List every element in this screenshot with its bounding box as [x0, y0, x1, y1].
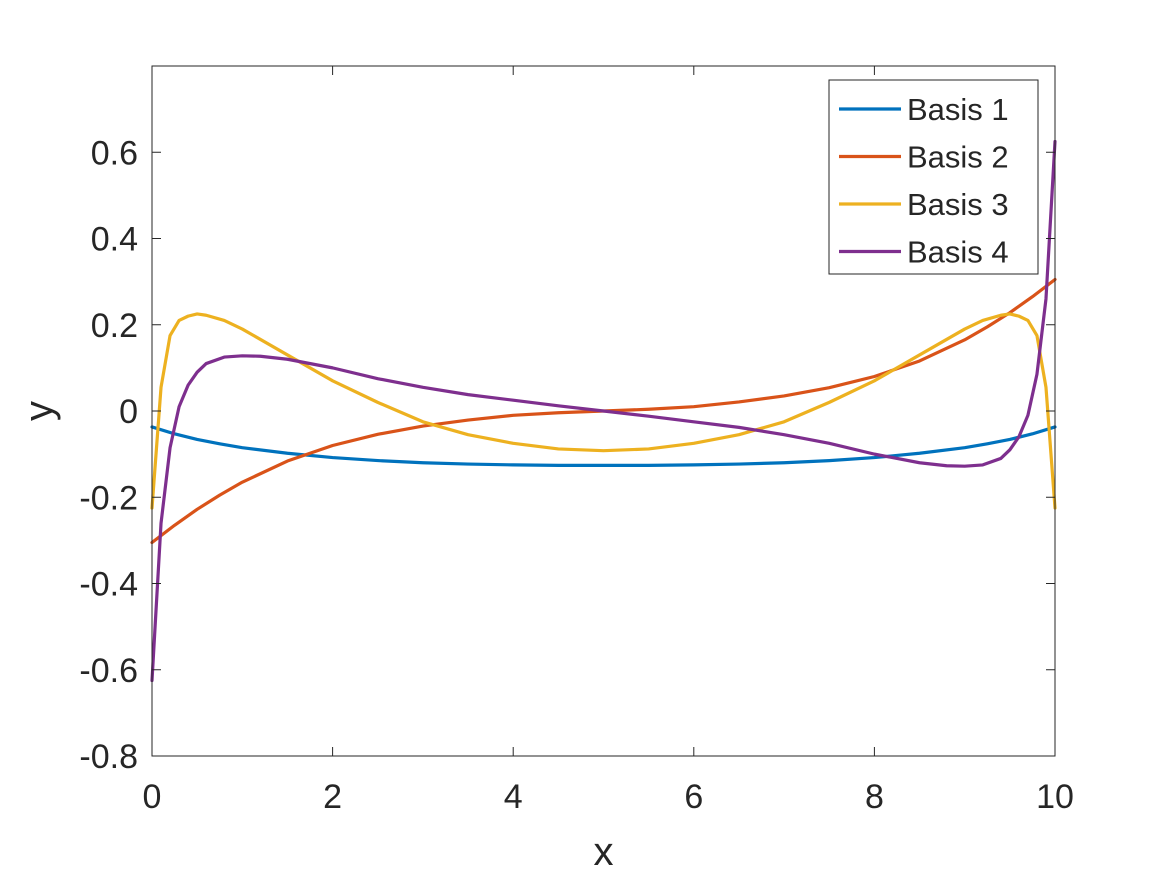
legend-label-basis-4: Basis 4: [907, 235, 1009, 270]
axes-layer: 0 2 4 6 8 10 -0.8 -0.6 -0.4 -0.2 0 0.2 0.4 0.6: [79, 65, 1074, 816]
y-tick-label: 0.4: [91, 221, 138, 259]
y-tick-label: 0.2: [91, 307, 138, 345]
x-tick-label: 6: [684, 778, 703, 816]
y-tick-label: -0.2: [79, 479, 138, 517]
series-line-basis-3: [150, 312, 1057, 510]
y-tick-label: 0: [119, 393, 138, 431]
y-tick-label: -0.4: [79, 566, 138, 604]
series-layer: [150, 139, 1057, 683]
y-tick-label: -0.8: [79, 738, 138, 776]
legend-label-basis-2: Basis 2: [907, 140, 1009, 175]
x-tick-label: 4: [504, 778, 523, 816]
x-tick-label: 0: [143, 778, 162, 816]
y-axis-label: y: [17, 401, 61, 421]
legend: Basis 1 Basis 2 Basis 3 Basis 4: [828, 79, 1039, 275]
x-tick-label: 10: [1036, 778, 1074, 816]
legend-label-basis-1: Basis 1: [907, 92, 1009, 127]
x-axis-label: x: [594, 830, 614, 874]
y-tick-label: 0.6: [91, 134, 138, 172]
series-line-basis-4: [150, 139, 1057, 683]
y-tick-label: -0.6: [79, 652, 138, 690]
x-tick-label: 2: [323, 778, 342, 816]
legend-box: [828, 79, 1039, 275]
x-tick-label: 8: [865, 778, 884, 816]
legend-label-basis-3: Basis 3: [907, 187, 1009, 222]
series-line-basis-1: [150, 425, 1057, 467]
